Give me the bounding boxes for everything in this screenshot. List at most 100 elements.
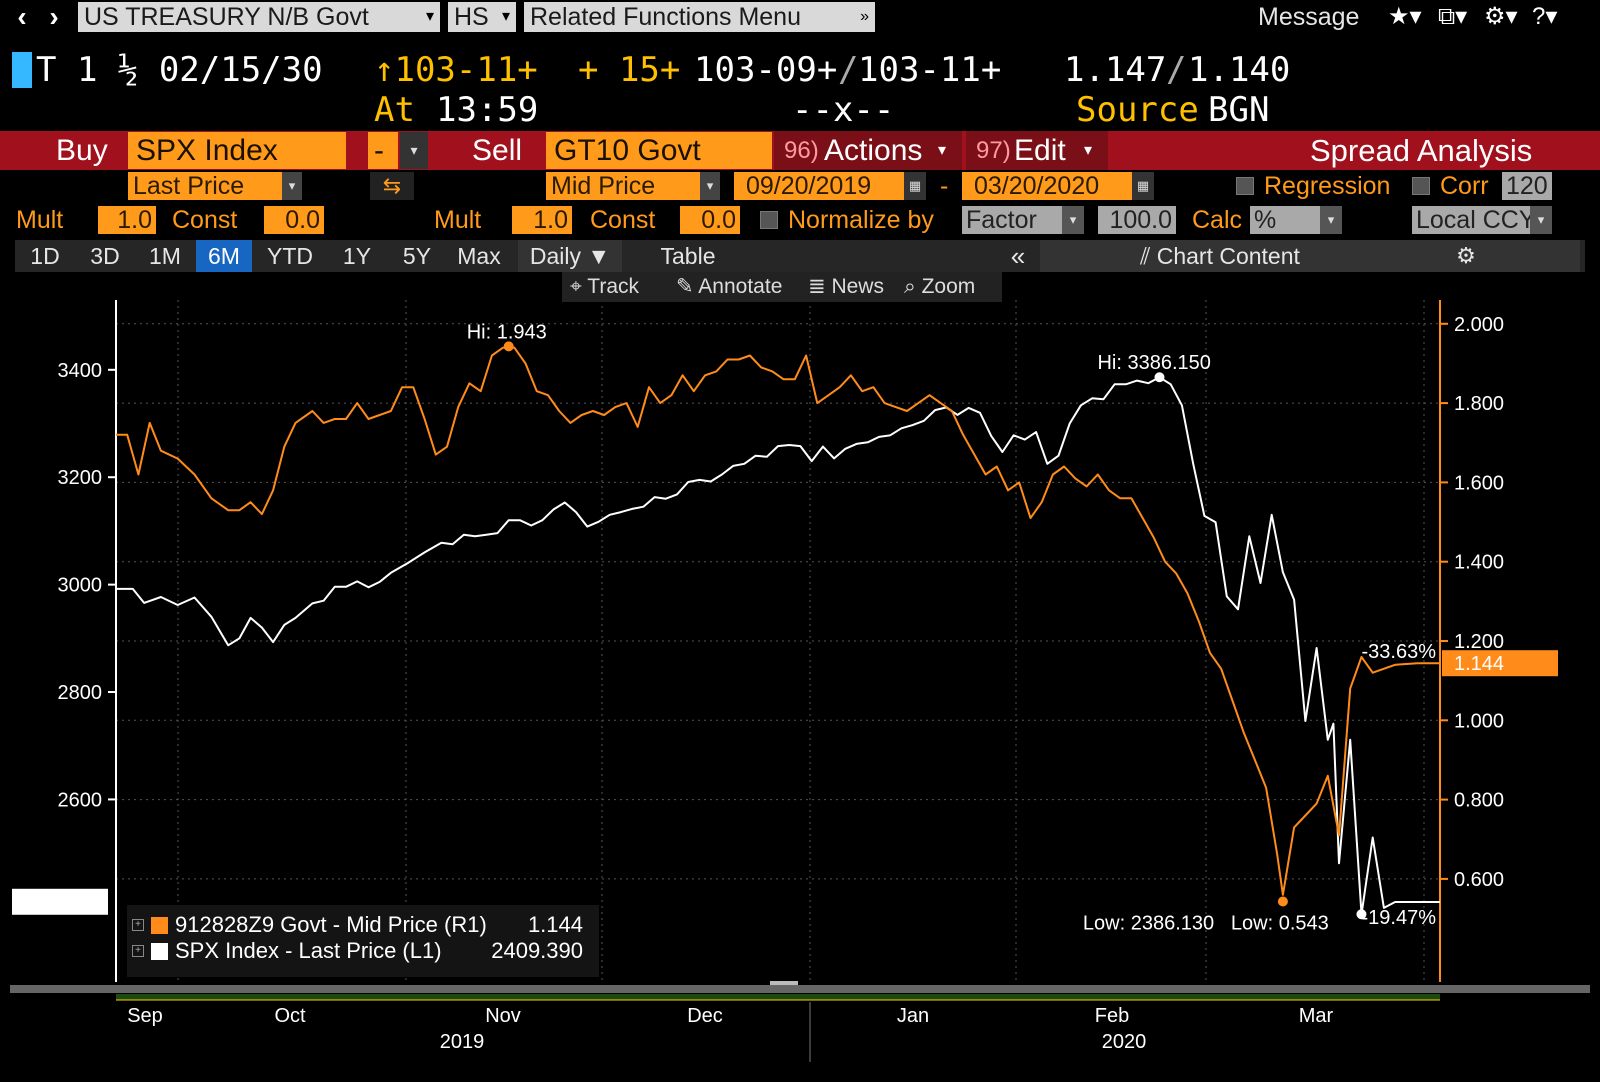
date-separator: - — [940, 172, 949, 200]
dropdown-arrow-icon: ▾ — [1084, 142, 1093, 159]
pencil-icon: ✎ — [676, 275, 694, 298]
collapse-icon[interactable]: « — [1010, 241, 1026, 271]
calc-select[interactable]: % ▾ — [1250, 206, 1342, 234]
help-icon[interactable]: ?▾ — [1532, 3, 1558, 30]
range-tab[interactable]: Max — [457, 243, 501, 269]
legend-name: 912828Z9 Govt - Mid Price (R1) — [175, 912, 487, 937]
operator-dropdown-icon[interactable]: ▾ — [400, 132, 428, 169]
buy-security-field[interactable]: SPX Index — [128, 132, 346, 169]
export-icon[interactable]: ⧉▾ — [1438, 3, 1468, 30]
normalize-checkbox[interactable] — [760, 211, 778, 229]
range-tab[interactable]: 1Y — [342, 243, 372, 269]
separator: / — [838, 50, 859, 90]
related-functions-menu[interactable]: Related Functions Menu » — [524, 2, 875, 32]
calc-text: % — [1254, 206, 1277, 234]
track-tool[interactable]: ⌖ Track — [570, 272, 639, 302]
x-axis-month-label: Sep — [127, 1005, 163, 1027]
spx-change-label: -19.47% — [1362, 907, 1437, 929]
frequency-select[interactable]: Daily ▼ — [518, 240, 622, 272]
function-field[interactable]: HS ▾ — [448, 2, 516, 32]
range-tab[interactable]: YTD — [267, 243, 313, 269]
source-label: Source — [1076, 90, 1199, 130]
end-date-text: 03/20/2020 — [974, 172, 1100, 200]
ticker: T 1 ½ 02/15/30 — [36, 50, 323, 90]
buy-field-select[interactable]: Last Price ▾ — [128, 172, 302, 200]
navigator-handle[interactable] — [770, 981, 798, 985]
dropdown-arrow-icon: ▾ — [1530, 206, 1552, 234]
corr-checkbox[interactable] — [1412, 177, 1430, 195]
const-input-2[interactable]: 0.0 — [680, 206, 740, 234]
spx-hi-marker — [1154, 372, 1165, 383]
spread-chart[interactable]: 2.000 1.800 1.600 1.400 1.200 1.000 0.800 0.600… — [0, 272, 1600, 1082]
table-button[interactable]: Table — [660, 243, 716, 269]
quote-time: 13:59 — [436, 90, 539, 130]
gear-icon[interactable]: ⚙ — [1456, 243, 1476, 268]
expand-icon: + — [132, 945, 144, 957]
message-button[interactable]: Message — [1258, 3, 1360, 31]
legend-swatch — [151, 917, 168, 934]
frequency-text: Daily — [529, 243, 581, 269]
price-change: + 15+ — [578, 50, 681, 90]
legend-row-yield[interactable]: + 912828Z9 Govt - Mid Price (R1) 1.144 — [127, 911, 599, 939]
dropdown-arrow-icon: ▾ — [282, 172, 302, 200]
currency-select[interactable]: Local CCY ▾ — [1412, 206, 1552, 234]
normalize-mode-select[interactable]: Factor ▾ — [962, 206, 1084, 234]
gear-icon[interactable]: ⚙▾ — [1484, 3, 1518, 30]
const-input-1[interactable]: 0.0 — [264, 206, 324, 234]
security-field[interactable]: US TREASURY N/B Govt ▾ — [78, 2, 440, 32]
regression-checkbox[interactable] — [1236, 177, 1254, 195]
yield-series-line[interactable] — [116, 346, 1440, 896]
mult-input-2[interactable]: 1.0 — [512, 206, 572, 234]
yield-last-value: 1.144 — [1454, 653, 1504, 675]
x-axis-month-label: Jan — [897, 1005, 929, 1027]
edit-menu[interactable]: 97) Edit ▾ — [966, 131, 1108, 170]
dropdown-arrow-icon: ▾ — [1062, 206, 1084, 234]
legend-value: 1.144 — [527, 912, 583, 937]
normalize-value-input[interactable]: 100.0 — [1098, 206, 1176, 234]
range-tab[interactable]: 1D — [30, 243, 60, 269]
yield-change-label: -33.63% — [1362, 641, 1437, 663]
edit-label: Edit — [1014, 134, 1066, 167]
range-tab[interactable]: 3D — [90, 243, 120, 269]
x-axis-month-label: Oct — [274, 1005, 306, 1027]
normalize-mode-text: Factor — [966, 206, 1037, 234]
range-tab[interactable]: 1M — [149, 243, 181, 269]
back-arrow-icon[interactable]: ‹ — [17, 1, 27, 32]
spx-low-marker — [1356, 909, 1367, 920]
annotate-tool[interactable]: ✎ Annotate — [676, 272, 782, 302]
yield-last-value-box — [1442, 650, 1558, 677]
forward-arrow-icon[interactable]: › — [49, 1, 59, 32]
zoom-tool[interactable]: ⌕ Zoom — [904, 272, 975, 302]
spx-last-value: 2409.390 — [21, 892, 104, 914]
legend-row-spx[interactable]: + SPX Index - Last Price (L1) 2409.390 — [127, 937, 599, 965]
edit-number: 97) — [976, 137, 1011, 164]
star-icon[interactable]: ★▾ — [1388, 3, 1422, 30]
zoom-label: Zoom — [921, 275, 976, 298]
start-date-field[interactable]: 09/20/2019 ▦ — [734, 172, 926, 200]
at-label: At — [374, 90, 415, 130]
actions-number: 96) — [784, 137, 819, 164]
corr-window-input[interactable]: 120 — [1502, 172, 1552, 200]
sell-security-field[interactable]: GT10 Govt — [546, 132, 772, 169]
spx-series-line[interactable] — [116, 376, 1440, 916]
range-tab[interactable]: 6M — [196, 240, 252, 272]
navigator-bar[interactable] — [10, 985, 1590, 993]
right-axis-tick-label: 0.800 — [1454, 790, 1504, 812]
calendar-icon[interactable]: ▦ — [1132, 172, 1154, 200]
left-axis-tick-label: 3000 — [58, 575, 103, 597]
actions-menu[interactable]: 96) Actions ▾ — [774, 131, 962, 170]
sell-field-select[interactable]: Mid Price ▾ — [546, 172, 720, 200]
news-tool[interactable]: ≣ News — [808, 272, 884, 302]
corr-label: Corr — [1440, 172, 1489, 200]
x-axis-month-label: Dec — [687, 1005, 723, 1027]
calendar-icon[interactable]: ▦ — [904, 172, 926, 200]
security-field-text: US TREASURY N/B Govt — [84, 3, 369, 31]
mult-input-1[interactable]: 1.0 — [98, 206, 156, 234]
range-tab[interactable]: 5Y — [402, 243, 432, 269]
chart-content-button[interactable]: ⫽ Chart Content — [1120, 240, 1320, 272]
function-field-text: HS — [454, 3, 489, 31]
end-date-field[interactable]: 03/20/2020 ▦ — [962, 172, 1154, 200]
swap-icon[interactable]: ⇆ — [370, 172, 414, 200]
related-functions-text: Related Functions Menu — [530, 3, 801, 31]
operator-field[interactable]: - — [368, 132, 398, 169]
